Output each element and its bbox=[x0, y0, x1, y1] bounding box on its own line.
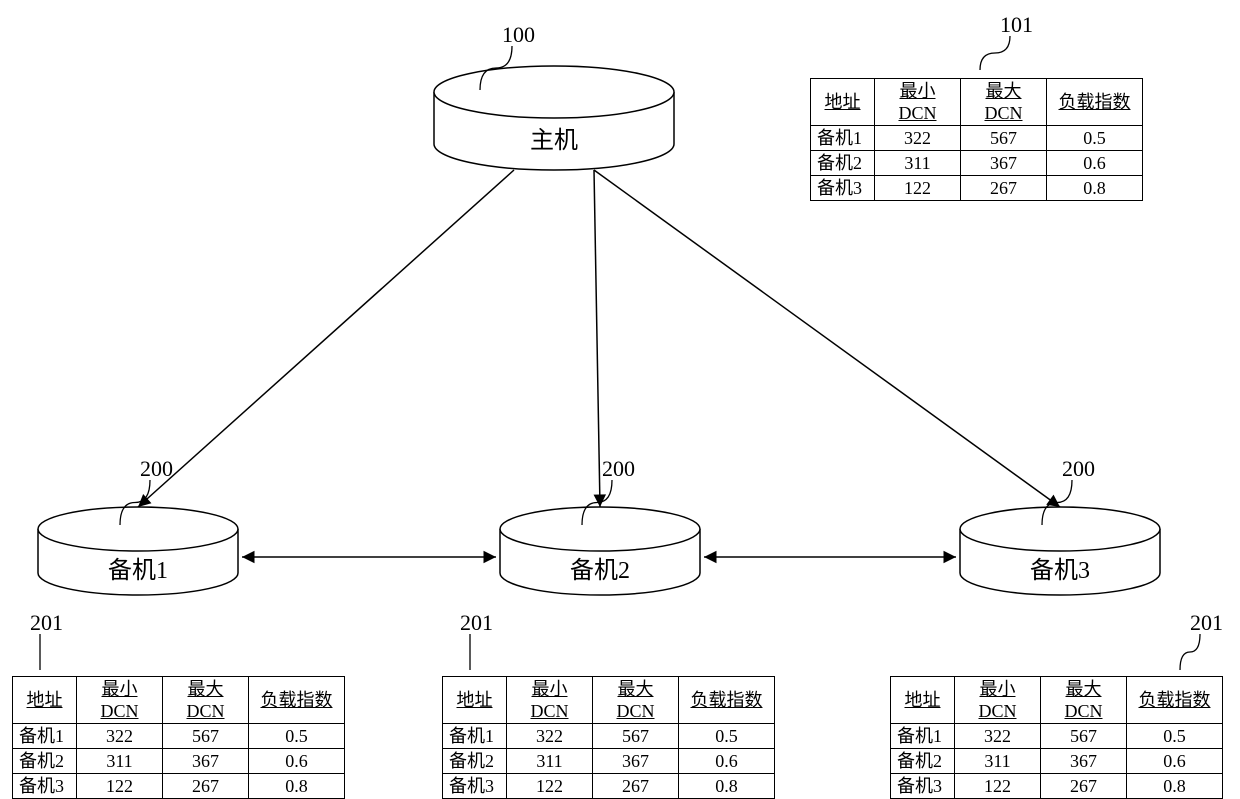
table-row: 备机23113670.6 bbox=[13, 749, 345, 774]
col-1: 最小DCN bbox=[955, 677, 1041, 724]
ref-200c: 200 bbox=[1062, 456, 1095, 482]
ref-201b: 201 bbox=[460, 610, 493, 636]
col-1: 最小DCN bbox=[507, 677, 593, 724]
edge-master-backup1 bbox=[138, 170, 514, 507]
table-row: 备机23113670.6 bbox=[811, 151, 1143, 176]
ref-200b: 200 bbox=[602, 456, 635, 482]
table-row: 备机13225670.5 bbox=[811, 126, 1143, 151]
node-backup1-label: 备机1 bbox=[88, 550, 188, 585]
edge-master-backup2 bbox=[594, 170, 600, 507]
table-row: 备机13225670.5 bbox=[891, 724, 1223, 749]
col-2: 最大DCN bbox=[593, 677, 679, 724]
col-3: 负载指数 bbox=[679, 677, 775, 724]
col-2: 最大DCN bbox=[961, 79, 1047, 126]
node-backup2-label: 备机2 bbox=[550, 550, 650, 585]
node-backup3-label: 备机3 bbox=[1010, 550, 1110, 585]
col-1: 最小DCN bbox=[875, 79, 961, 126]
table-row: 备机31222670.8 bbox=[443, 774, 775, 799]
table-row: 备机23113670.6 bbox=[443, 749, 775, 774]
table-201a: 地址最小DCN最大DCN负载指数备机13225670.5备机23113670.6… bbox=[12, 676, 345, 799]
ref-100: 100 bbox=[502, 22, 535, 48]
col-2: 最大DCN bbox=[1041, 677, 1127, 724]
table-row: 备机31222670.8 bbox=[891, 774, 1223, 799]
col-3: 负载指数 bbox=[1047, 79, 1143, 126]
col-3: 负载指数 bbox=[249, 677, 345, 724]
col-3: 负载指数 bbox=[1127, 677, 1223, 724]
table-row: 备机31222670.8 bbox=[13, 774, 345, 799]
col-0: 地址 bbox=[13, 677, 77, 724]
ref-200a: 200 bbox=[140, 456, 173, 482]
col-1: 最小DCN bbox=[77, 677, 163, 724]
table-row: 备机13225670.5 bbox=[13, 724, 345, 749]
table-row: 备机31222670.8 bbox=[811, 176, 1143, 201]
edge-master-backup3 bbox=[594, 170, 1060, 507]
col-0: 地址 bbox=[891, 677, 955, 724]
col-2: 最大DCN bbox=[163, 677, 249, 724]
ref-101: 101 bbox=[1000, 12, 1033, 38]
table-201c: 地址最小DCN最大DCN负载指数备机13225670.5备机23113670.6… bbox=[890, 676, 1223, 799]
col-0: 地址 bbox=[811, 79, 875, 126]
table-101: 地址最小DCN最大DCN负载指数备机13225670.5备机23113670.6… bbox=[810, 78, 1143, 201]
node-master-label: 主机 bbox=[494, 120, 614, 155]
table-row: 备机13225670.5 bbox=[443, 724, 775, 749]
col-0: 地址 bbox=[443, 677, 507, 724]
table-row: 备机23113670.6 bbox=[891, 749, 1223, 774]
ref-201a: 201 bbox=[30, 610, 63, 636]
table-201b: 地址最小DCN最大DCN负载指数备机13225670.5备机23113670.6… bbox=[442, 676, 775, 799]
ref-201c: 201 bbox=[1190, 610, 1223, 636]
